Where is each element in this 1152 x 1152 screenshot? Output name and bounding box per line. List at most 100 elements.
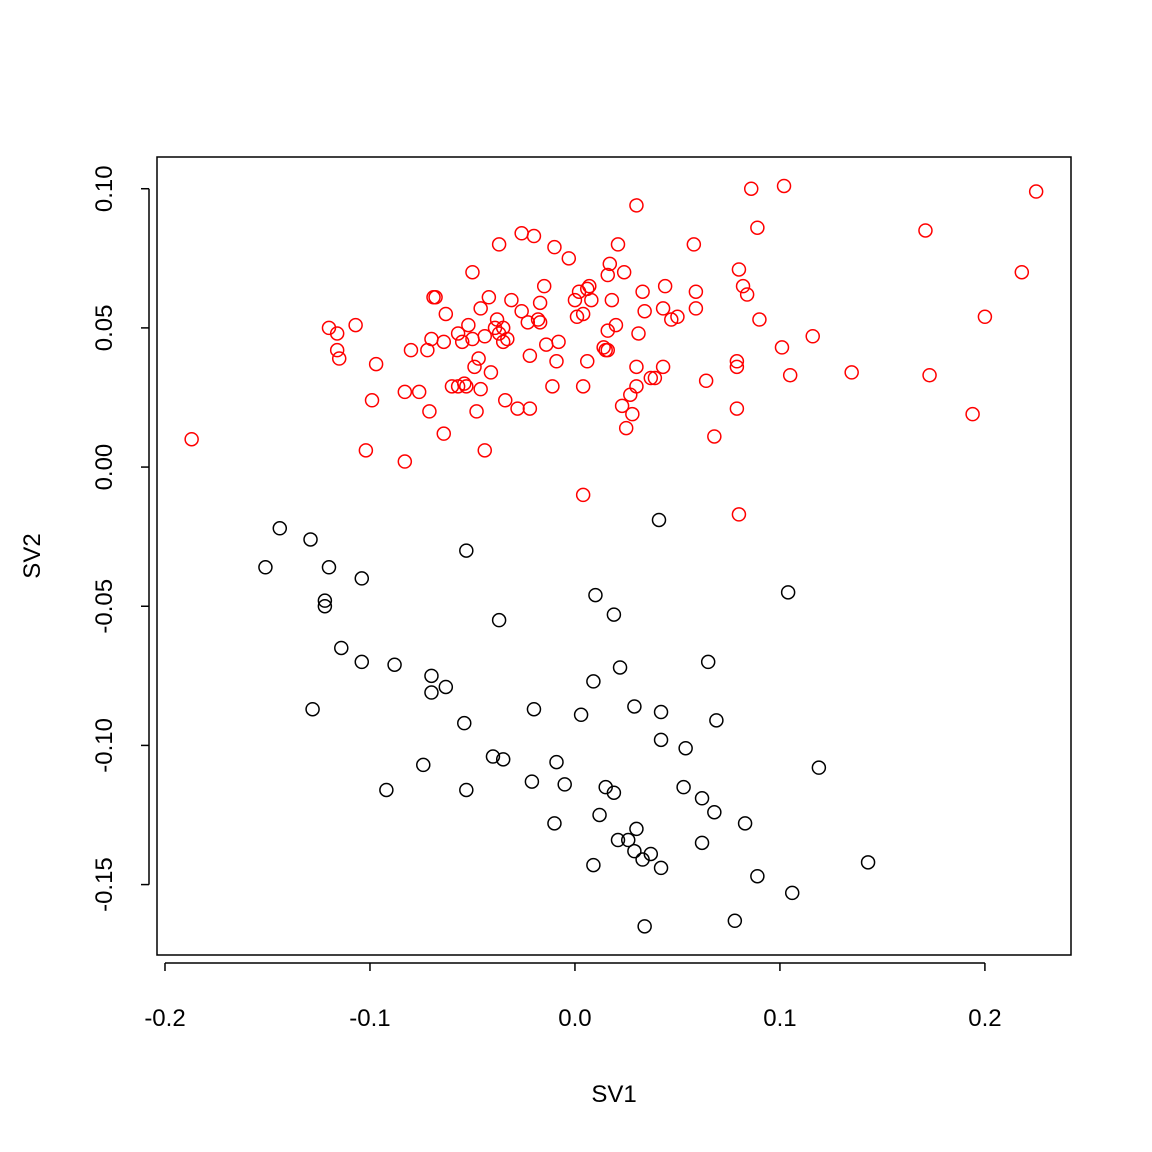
point: [334, 640, 349, 656]
point: [922, 367, 937, 383]
point: [477, 443, 493, 458]
point: [397, 384, 413, 400]
point: [329, 342, 345, 358]
y-tick-label: -0.10: [91, 718, 118, 773]
point: [422, 404, 437, 419]
point: [582, 278, 597, 294]
point: [602, 256, 618, 272]
point: [707, 804, 722, 820]
x-tick-label: -0.1: [349, 1005, 390, 1032]
point: [461, 317, 476, 333]
x-tick-label: 0.2: [968, 1005, 1001, 1032]
point: [592, 807, 607, 823]
y-tick-label: 0.00: [91, 444, 118, 491]
point: [539, 337, 554, 352]
point: [655, 301, 671, 316]
point: [637, 919, 652, 934]
point: [575, 306, 591, 322]
point: [549, 754, 564, 770]
point: [784, 885, 800, 901]
point: [491, 612, 507, 628]
point: [329, 326, 345, 341]
point: [676, 779, 691, 795]
point: [688, 284, 704, 299]
point: [655, 359, 671, 375]
point: [625, 406, 640, 422]
point: [575, 487, 591, 503]
point: [424, 331, 439, 347]
point: [514, 303, 529, 319]
point: [653, 732, 669, 748]
point: [530, 312, 546, 327]
point: [416, 757, 431, 773]
point: [459, 379, 474, 394]
point: [473, 301, 488, 316]
point: [700, 654, 716, 670]
point: [596, 340, 611, 355]
point: [780, 585, 796, 600]
plot-frame: [156, 156, 1072, 956]
point: [707, 429, 722, 444]
point: [629, 821, 644, 837]
point: [424, 668, 439, 684]
x-tick-label: -0.2: [144, 1005, 185, 1032]
point: [522, 401, 538, 416]
point: [403, 342, 419, 358]
point: [586, 674, 601, 689]
point: [606, 785, 622, 800]
point: [368, 356, 384, 372]
point: [653, 704, 669, 720]
point: [694, 835, 710, 851]
point: [428, 290, 443, 305]
point: [457, 715, 472, 731]
point: [610, 832, 626, 848]
point: [536, 278, 552, 294]
point: [729, 359, 745, 375]
point: [481, 290, 497, 305]
point: [627, 699, 642, 714]
point: [729, 401, 745, 416]
point: [557, 777, 572, 792]
point: [524, 774, 540, 789]
point: [612, 660, 628, 675]
point: [709, 713, 724, 728]
point: [686, 237, 702, 252]
point: [522, 348, 538, 363]
point: [573, 707, 589, 723]
point: [567, 292, 583, 308]
point: [616, 264, 632, 280]
x-tick-label: 0.0: [558, 1005, 591, 1032]
point: [532, 295, 548, 311]
point: [258, 560, 273, 575]
point: [500, 331, 515, 347]
point: [467, 359, 482, 375]
point: [547, 239, 562, 255]
point: [545, 379, 560, 394]
point: [532, 315, 548, 330]
point: [678, 740, 693, 756]
point: [411, 384, 427, 400]
point: [1014, 264, 1030, 280]
point: [459, 543, 474, 558]
point: [387, 657, 402, 672]
y-tick-label: 0.05: [91, 305, 118, 352]
point: [670, 309, 685, 325]
point: [643, 370, 659, 386]
point: [653, 860, 669, 876]
point: [805, 329, 820, 344]
point: [436, 334, 452, 350]
point: [473, 381, 488, 397]
point: [688, 301, 704, 316]
point: [424, 685, 439, 700]
point: [305, 701, 320, 717]
point: [651, 512, 667, 528]
point: [438, 306, 454, 322]
point: [510, 401, 525, 416]
point: [776, 178, 792, 194]
point: [584, 292, 599, 308]
point: [580, 354, 595, 369]
point: [469, 404, 484, 419]
point: [459, 782, 474, 798]
point: [184, 431, 199, 447]
point: [844, 365, 859, 380]
